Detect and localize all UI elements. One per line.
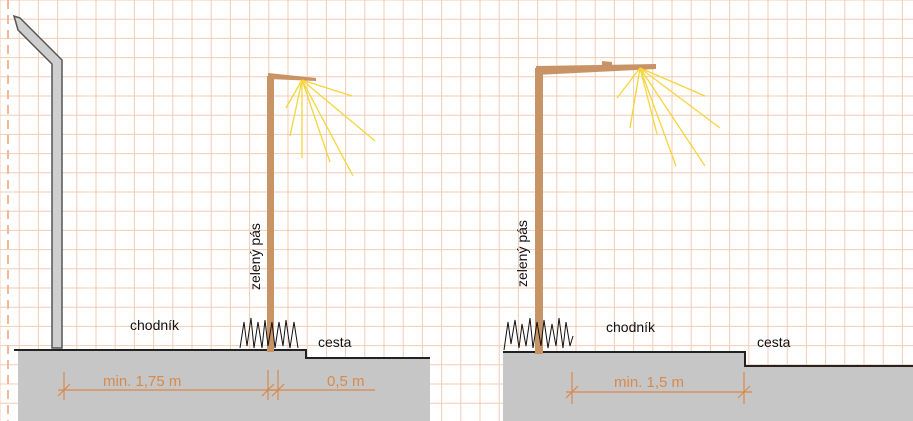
left-lamp-pole bbox=[267, 76, 274, 352]
left-dim-road-offset: 0,5 m bbox=[327, 373, 365, 390]
left-grass bbox=[239, 317, 299, 349]
right-green-strip-label: zelený pás bbox=[514, 220, 530, 287]
left-ground-edge bbox=[14, 349, 430, 359]
right-lamp-light-rays bbox=[616, 67, 721, 167]
right-ground-edge bbox=[503, 351, 913, 367]
right-ground bbox=[503, 352, 913, 421]
right-lamp-pole bbox=[535, 68, 543, 354]
right-dimension-lines bbox=[565, 372, 752, 404]
right-grass bbox=[503, 317, 574, 351]
left-lamp-arm bbox=[268, 73, 316, 81]
right-lamp-arm bbox=[536, 64, 656, 75]
right-lamp-head bbox=[602, 61, 612, 69]
left-ground bbox=[18, 350, 430, 421]
right-dim-sidewalk: min. 1,5 m bbox=[614, 374, 684, 391]
right-sidewalk-label: chodník bbox=[606, 319, 656, 335]
left-dimension-lines bbox=[57, 370, 375, 400]
left-dim-sidewalk: min. 1,75 m bbox=[103, 373, 181, 390]
right-road-label: cesta bbox=[757, 334, 791, 350]
right-scene: zelený pás chodník cesta min. 1,5 m bbox=[503, 61, 913, 421]
building-wall bbox=[12, 14, 63, 349]
left-road-label: cesta bbox=[318, 334, 352, 350]
left-lamp-light-rays bbox=[285, 79, 376, 177]
left-green-strip-label: zelený pás bbox=[247, 223, 263, 290]
left-sidewalk-label: chodník bbox=[130, 317, 180, 333]
left-scene: zelený pás chodník cesta min. 1,75 m 0,5… bbox=[7, 0, 430, 421]
